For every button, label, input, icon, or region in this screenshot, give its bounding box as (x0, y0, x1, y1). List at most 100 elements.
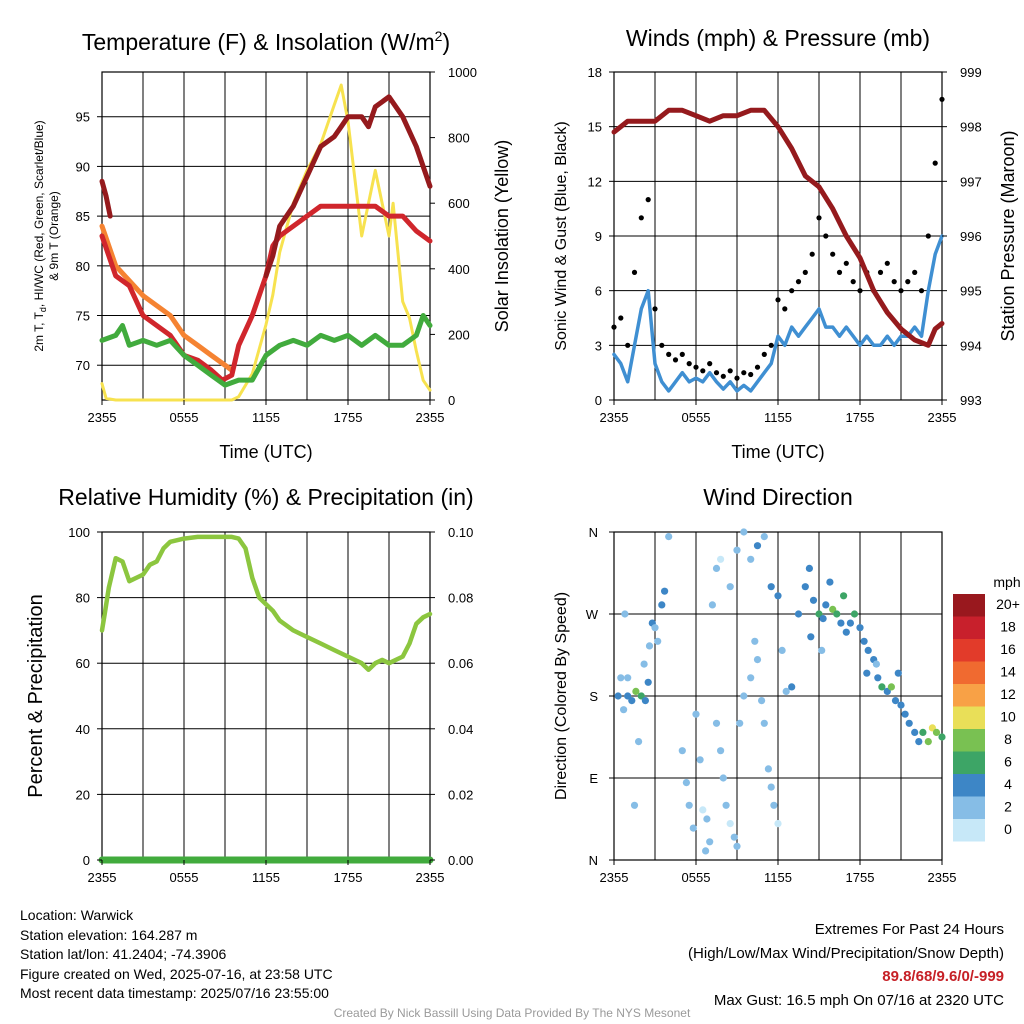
direction-point (685, 801, 693, 809)
right-y-tick-label: 0.02 (448, 787, 473, 802)
legend-label: 8 (1004, 731, 1012, 747)
gust-point (816, 215, 822, 221)
right-y-tick-label: 997 (960, 174, 982, 189)
gust-point (625, 342, 631, 348)
direction-point (924, 738, 932, 746)
direction-point (689, 824, 697, 832)
direction-point (829, 605, 837, 614)
gust-point (836, 269, 843, 275)
wind-title: Winds (mph) & Pressure (mb) (626, 25, 930, 51)
gust-point (638, 215, 644, 221)
x-tick-label: 1155 (252, 870, 280, 885)
temperature-panel: Temperature (F) & Insolation (W/m2) 2355… (32, 28, 512, 462)
x-tick-label: 2355 (600, 870, 629, 885)
right-y-tick-label: 0.04 (448, 722, 473, 737)
wind-direction-ylabel: Direction (Colored By Speed) (553, 592, 570, 800)
direction-point (863, 669, 871, 677)
direction-point (819, 615, 827, 623)
direction-point (665, 533, 673, 541)
direction-point (696, 756, 704, 764)
gust-point (877, 269, 884, 275)
legend-swatch (953, 706, 985, 729)
direction-point (805, 564, 814, 573)
max-gust: Max Gust: 16.5 mph On 07/16 at 2320 UTC (713, 991, 1004, 1009)
insolation-ylabel: Solar Insolation (Yellow) (492, 140, 512, 332)
direction-point (915, 738, 923, 746)
speed-legend: 20+ 18 16 14 12 10 8 6 4 2 0 (953, 594, 1020, 842)
x-tick-label: 0555 (170, 410, 199, 425)
direction-point (833, 610, 841, 618)
direction-point (654, 637, 662, 645)
right-y-tick-label: 999 (960, 65, 982, 80)
figure-created: Figure created on Wed, 2025-07-16, at 23… (20, 965, 333, 982)
gust-point (823, 233, 829, 239)
sonic-wind-line (612, 234, 944, 393)
gust-point (925, 233, 931, 239)
right-y-tick-label: 1000 (448, 65, 477, 80)
direction-point (632, 687, 640, 696)
direction-point (747, 674, 755, 682)
gust-point (905, 279, 911, 285)
latest-timestamp: Most recent data timestamp: 2025/07/16 2… (20, 985, 329, 1001)
y-tick-label: 80 (76, 259, 90, 274)
direction-point (733, 546, 741, 554)
legend-swatch (953, 661, 985, 684)
direction-point (699, 806, 707, 814)
direction-point (726, 820, 734, 828)
direction-point (617, 674, 625, 682)
gust-point (713, 370, 720, 376)
direction-point (645, 642, 654, 650)
direction-point (887, 683, 896, 691)
direction-point (736, 719, 744, 727)
y-tick-label: 60 (76, 656, 90, 671)
y-tick-label: 40 (76, 722, 90, 737)
direction-point (614, 692, 622, 700)
direction-point (692, 710, 700, 718)
gust-point (857, 288, 863, 294)
direction-point (860, 637, 868, 645)
gust-point (918, 288, 925, 294)
direction-tick-label: S (589, 689, 598, 704)
direction-point (624, 674, 632, 682)
x-tick-label: 1755 (334, 410, 363, 425)
direction-point (901, 710, 909, 718)
gust-point (672, 357, 679, 363)
direction-point (635, 738, 643, 746)
direction-point (818, 646, 826, 655)
legend-label: 4 (1004, 776, 1012, 792)
gust-point (734, 375, 740, 381)
direction-point (760, 719, 768, 727)
direction-point (747, 555, 755, 563)
extremes-info: Extremes For Past 24 Hours (High/Low/Max… (688, 918, 1004, 1012)
x-tick-label: 1155 (764, 410, 792, 425)
station-latlon: Station lat/lon: 41.2404; -74.3906 (20, 946, 227, 962)
gust-point (761, 351, 767, 357)
direction-point (815, 610, 823, 618)
gust-point (693, 364, 699, 370)
right-y-tick-label: 600 (448, 196, 470, 211)
gust-point (652, 306, 658, 312)
direction-point (740, 528, 748, 536)
gust-point (932, 160, 938, 166)
legend-label: 2 (1004, 799, 1012, 815)
gust-point (707, 361, 713, 367)
right-y-tick-label: 400 (448, 262, 470, 277)
right-y-tick-label: 0 (448, 393, 455, 408)
legend-swatch (953, 751, 985, 774)
direction-point (712, 564, 721, 573)
gust-point (775, 297, 781, 303)
gust-point (898, 288, 904, 294)
y-tick-label: 18 (588, 65, 602, 80)
gust-point (768, 342, 774, 348)
direction-point (911, 728, 919, 737)
y-tick-label: 85 (76, 209, 90, 224)
x-tick-label: 1755 (846, 870, 875, 885)
x-tick-label: 0555 (170, 870, 199, 885)
temperature-title: Temperature (F) & Insolation (W/m2) (82, 28, 450, 55)
direction-point (897, 701, 905, 709)
station-elevation: Station elevation: 164.287 m (20, 926, 198, 943)
right-y-tick-label: 0.00 (448, 853, 473, 868)
temperature-left-ylabel-line1: 2m T, Td, HI/WC (Red, Green, Scarlet/Blu… (32, 120, 48, 351)
direction-point (722, 801, 730, 809)
